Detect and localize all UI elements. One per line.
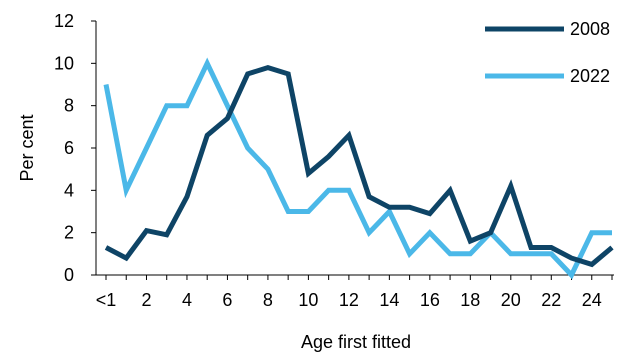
series-line-2008 [104,64,614,268]
y-tick-label: 4 [64,180,74,200]
x-tick-label: <1 [96,290,117,310]
legend: 2008 2022 [485,19,610,86]
x-tick-label: 10 [298,290,318,310]
series-line-2022 [103,57,612,280]
y-tick-label: 8 [64,96,74,116]
y-tick-label: 10 [54,53,74,73]
y-tick-label: 6 [64,138,74,158]
x-tick-label: 24 [582,290,602,310]
x-axis-ticks: <1 2 4 6 8 10 12 14 16 18 20 22 24 [96,275,613,310]
x-axis-title: Age first fitted [301,332,411,352]
x-tick-label: 20 [501,290,521,310]
y-tick-label: 12 [54,11,74,31]
x-tick-label: 22 [541,290,561,310]
x-tick-label: 12 [339,290,359,310]
y-axis-ticks: 0 2 4 6 8 10 12 [54,11,96,285]
x-tick-label: 6 [222,290,232,310]
y-tick-label: 0 [64,265,74,285]
x-tick-label: 4 [182,290,192,310]
x-tick-label: 2 [141,290,151,310]
x-tick-label: 14 [379,290,399,310]
x-tick-label: 8 [263,290,273,310]
y-tick-label: 2 [64,223,74,243]
series-lines [103,57,614,280]
y-axis-title: Per cent [17,114,37,181]
legend-label-2022: 2022 [570,66,610,86]
legend-label-2008: 2008 [570,19,610,39]
x-tick-label: 18 [460,290,480,310]
x-tick-label: 16 [420,290,440,310]
